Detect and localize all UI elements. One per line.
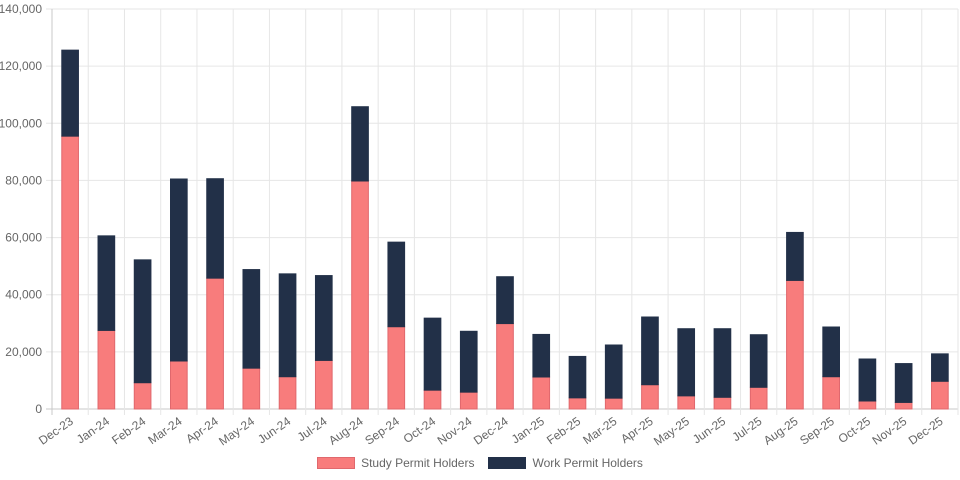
legend-swatch-study — [317, 457, 356, 469]
bar-study-permit[interactable] — [858, 400, 877, 410]
bar-study-permit[interactable] — [822, 376, 840, 410]
y-tick-label: 0 — [35, 402, 42, 416]
x-tick-label: Dec-24 — [471, 414, 511, 448]
bar-study-permit[interactable] — [61, 135, 79, 410]
grid-lines — [46, 8, 959, 415]
bar-study-permit[interactable] — [242, 367, 261, 410]
bar-work-permit[interactable] — [786, 231, 804, 281]
bar-work-permit[interactable] — [894, 363, 913, 403]
bar-work-permit[interactable] — [351, 106, 369, 182]
x-tick-label: Jun-24 — [255, 414, 293, 447]
y-tick-label: 120,000 — [0, 59, 42, 73]
bar-study-permit[interactable] — [604, 397, 623, 410]
bar-study-permit[interactable] — [351, 180, 369, 410]
legend-label-study: Study Permit Holders — [361, 456, 475, 470]
legend-item-study[interactable]: Study Permit Holders — [317, 456, 474, 470]
bar-work-permit[interactable] — [822, 326, 840, 378]
x-tick-label: Mar-24 — [145, 414, 184, 447]
bar-work-permit[interactable] — [423, 317, 442, 391]
bar-work-permit[interactable] — [133, 259, 152, 384]
bar-work-permit[interactable] — [568, 355, 587, 399]
x-tick-label: Jul-24 — [295, 414, 330, 444]
y-tick-label: 20,000 — [5, 345, 42, 359]
bar-study-permit[interactable] — [677, 395, 696, 410]
x-tick-label: Apr-25 — [618, 414, 656, 446]
x-tick-label: Dec-25 — [906, 414, 946, 448]
x-tick-label: Oct-25 — [836, 414, 874, 446]
bar-work-permit[interactable] — [677, 328, 696, 397]
bar-study-permit[interactable] — [133, 382, 152, 410]
legend-label-work: Work Permit Holders — [532, 456, 643, 470]
bar-work-permit[interactable] — [931, 353, 949, 382]
bar-work-permit[interactable] — [278, 273, 297, 378]
bar-study-permit[interactable] — [786, 279, 804, 410]
bar-work-permit[interactable] — [206, 178, 224, 279]
x-tick-label: Sep-25 — [797, 414, 837, 448]
bar-study-permit[interactable] — [97, 329, 116, 410]
chart-canvas: 0 20,000 40,000 60,000 80,000 100,000 120,000 1… — [0, 2, 959, 449]
chart-legend[interactable]: Study Permit Holders Work Permit Holders — [0, 456, 960, 470]
bar-study-permit[interactable] — [170, 360, 188, 410]
bar-work-permit[interactable] — [459, 330, 478, 393]
bar-work-permit[interactable] — [242, 269, 261, 369]
x-tick-label: May-25 — [651, 414, 692, 449]
legend-swatch-work — [488, 457, 527, 469]
bar-study-permit[interactable] — [931, 380, 949, 410]
bar-study-permit[interactable] — [532, 376, 551, 410]
bar-work-permit[interactable] — [749, 334, 768, 388]
x-tick-label: Sep-24 — [362, 414, 402, 448]
bar-work-permit[interactable] — [314, 275, 333, 361]
bar-work-permit[interactable] — [604, 344, 623, 399]
bar-study-permit[interactable] — [387, 326, 406, 410]
bar-work-permit[interactable] — [532, 333, 551, 378]
bar-study-permit[interactable] — [496, 323, 514, 410]
x-tick-label: Oct-24 — [401, 414, 439, 446]
bar-study-permit[interactable] — [459, 391, 478, 410]
x-tick-label: Jul-25 — [730, 414, 765, 444]
x-tick-label: Mar-25 — [580, 414, 619, 447]
x-tick-label: Nov-25 — [870, 414, 910, 448]
x-tick-label: Aug-25 — [761, 414, 801, 448]
x-tick-label: Apr-24 — [183, 414, 221, 446]
bar-study-permit[interactable] — [894, 401, 913, 410]
y-tick-label: 40,000 — [5, 288, 42, 302]
bar-study-permit[interactable] — [278, 376, 297, 410]
y-tick-label: 60,000 — [5, 231, 42, 245]
bar-work-permit[interactable] — [61, 49, 79, 137]
legend-item-work[interactable]: Work Permit Holders — [488, 456, 643, 470]
x-tick-label: Feb-24 — [109, 414, 148, 447]
bar-study-permit[interactable] — [713, 396, 732, 410]
bar-work-permit[interactable] — [858, 358, 877, 402]
x-tick-label: Dec-23 — [36, 414, 76, 448]
bar-study-permit[interactable] — [568, 397, 587, 410]
x-tick-label: May-24 — [216, 414, 257, 449]
bar-work-permit[interactable] — [713, 328, 732, 398]
x-tick-label: Nov-24 — [435, 414, 475, 448]
x-tick-label: Jan-25 — [509, 414, 547, 447]
bar-work-permit[interactable] — [496, 276, 514, 325]
x-tick-label: Jun-25 — [690, 414, 728, 447]
bar-study-permit[interactable] — [423, 389, 442, 410]
bar-study-permit[interactable] — [641, 384, 659, 410]
bar-work-permit[interactable] — [387, 241, 406, 328]
bar-work-permit[interactable] — [97, 235, 116, 331]
bar-study-permit[interactable] — [749, 386, 768, 410]
bar-study-permit[interactable] — [314, 359, 333, 410]
y-tick-label: 80,000 — [5, 173, 42, 187]
y-tick-label: 140,000 — [0, 2, 42, 16]
x-tick-label: Feb-25 — [544, 414, 583, 447]
y-tick-label: 100,000 — [0, 116, 42, 130]
bar-work-permit[interactable] — [170, 178, 188, 362]
x-tick-label: Jan-24 — [74, 414, 112, 447]
bar-study-permit[interactable] — [206, 277, 224, 410]
bar-work-permit[interactable] — [641, 316, 659, 386]
bar-series — [61, 49, 949, 410]
x-tick-label: Aug-24 — [326, 414, 366, 448]
